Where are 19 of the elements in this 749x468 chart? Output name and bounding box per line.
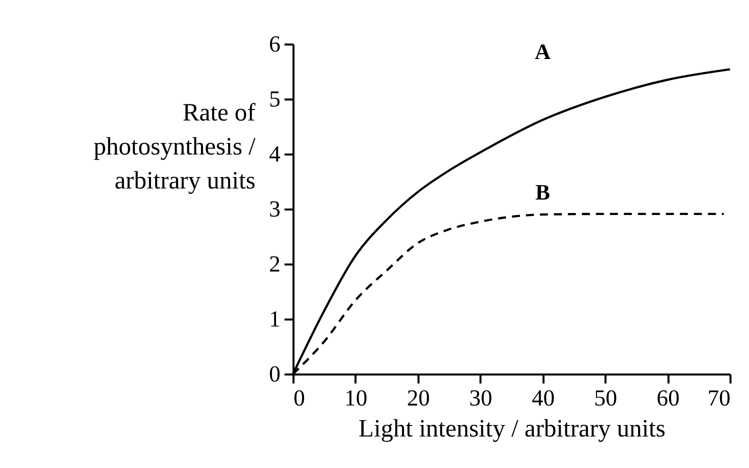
y-tick-label: 3 [269,196,280,222]
y-tick-label: 6 [269,32,280,56]
x-axis-title: Light intensity / arbitrary units [358,416,666,442]
x-tick-label: 60 [656,386,680,410]
y-tick-label: 2 [269,252,280,276]
x-tick-label: 50 [594,386,618,410]
y-axis-title: Rate of photosynthesis / arbitrary units [94,100,256,194]
y-tick-label: 4 [269,142,281,166]
y-tick-label: 5 [269,86,280,112]
text: A [534,38,551,64]
series-label: B [535,180,550,204]
x-tick-label: 10 [344,386,368,410]
y-tick-label: 0 [269,362,280,386]
y-tick-label: 1 [269,306,280,332]
x-tick-label: 20 [406,386,430,410]
x-tick-label: 30 [469,386,492,410]
x-tick-label: 0 [294,386,305,410]
x-tick-label: 70 [708,386,730,410]
x-tick-label: 40 [532,386,555,410]
